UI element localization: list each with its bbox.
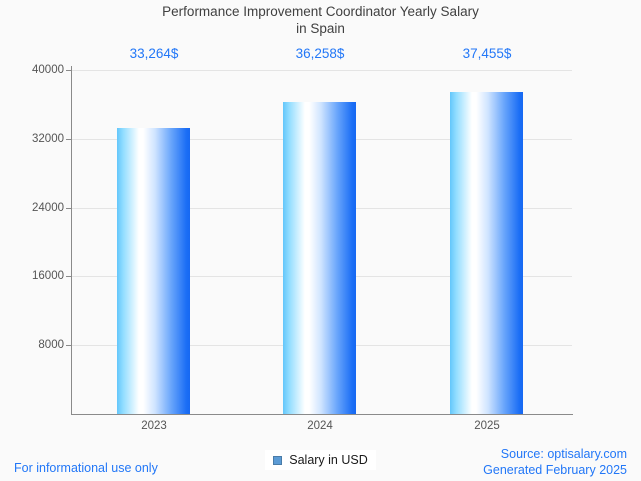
- bar-value-label-2024: 36,258$: [295, 46, 345, 61]
- legend-swatch-icon: [273, 455, 283, 465]
- legend-label: Salary in USD: [289, 453, 368, 467]
- gridline: [72, 70, 572, 71]
- y-tick-mark: [66, 70, 72, 71]
- y-tick-label: 40000: [32, 64, 64, 76]
- chart-title: Performance Improvement Coordinator Year…: [162, 4, 479, 36]
- y-axis-line: [71, 66, 72, 415]
- bar-value-label-2023: 33,264$: [129, 46, 179, 61]
- x-tick-label-2024: 2024: [307, 420, 333, 432]
- footer-source-block: Source: optisalary.com Generated Februar…: [483, 446, 627, 478]
- y-tick-mark: [66, 138, 72, 140]
- y-tick-label: 24000: [32, 201, 64, 214]
- footer-source: Source: optisalary.com: [500, 447, 627, 461]
- bar-2024[interactable]: [283, 102, 356, 414]
- y-axis-tick-labels: 40000 32000 24000 16000 8000: [0, 0, 64, 481]
- y-tick-label: 8000: [38, 339, 64, 352]
- bar-value-label-2025: 37,455$: [462, 46, 512, 61]
- plot-area: [72, 70, 572, 414]
- y-tick-mark: [66, 207, 72, 209]
- footer-disclaimer: For informational use only: [14, 461, 158, 475]
- y-tick-mark: [66, 276, 72, 278]
- x-axis-line: [71, 414, 573, 415]
- x-tick-label-2023: 2023: [141, 420, 167, 432]
- y-tick-label: 16000: [32, 270, 64, 283]
- y-tick-label: 32000: [32, 132, 64, 145]
- bar-2023[interactable]: [117, 128, 190, 414]
- bar-2025[interactable]: [450, 92, 523, 414]
- x-tick-label-2025: 2025: [474, 420, 500, 432]
- footer-generated: Generated February 2025: [483, 463, 627, 477]
- legend-entry-salary[interactable]: Salary in USD: [265, 450, 376, 470]
- y-tick-mark: [66, 345, 72, 347]
